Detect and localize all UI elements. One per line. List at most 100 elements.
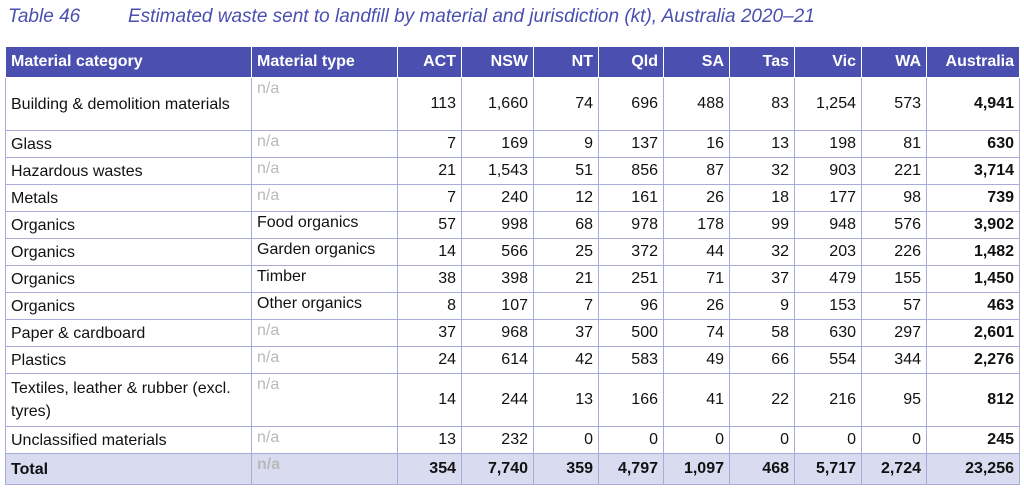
value-cell: 0 (663, 426, 730, 454)
value-cell: 1,097 (663, 453, 730, 485)
material-category-cell: Organics (5, 238, 252, 266)
value-cell: 169 (461, 130, 534, 158)
material-type-cell: n/a (251, 426, 398, 454)
value-cell: 32 (729, 238, 795, 266)
value-cell: 221 (861, 157, 927, 185)
value-cell: 500 (598, 319, 664, 347)
header-cell: SA (663, 46, 730, 78)
table-row: Textiles, leather & rubber (excl. tyres)… (5, 373, 1020, 427)
material-type-cell: n/a (251, 373, 398, 427)
value-cell: 26 (663, 184, 730, 212)
value-cell: 32 (729, 157, 795, 185)
material-category-cell: Glass (5, 130, 252, 158)
value-cell: 21 (533, 265, 599, 293)
value-cell: 998 (461, 211, 534, 239)
value-cell: 42 (533, 346, 599, 374)
value-cell: 696 (598, 77, 664, 131)
material-type-cell: Food organics (251, 211, 398, 239)
value-cell: 58 (729, 319, 795, 347)
value-cell: 297 (861, 319, 927, 347)
table-row: Organics Other organics 8 107 7 96 26 9 153 57 463 (5, 292, 1020, 320)
material-type-cell: n/a (251, 319, 398, 347)
table-body: Building & demolition materials n/a 113 1,6… (5, 77, 1020, 485)
value-cell: 98 (861, 184, 927, 212)
value-cell: 614 (461, 346, 534, 374)
header-cell: Australia (926, 46, 1020, 78)
value-cell: 113 (397, 77, 462, 131)
australia-total-cell: 739 (926, 184, 1020, 212)
value-cell: 948 (794, 211, 862, 239)
value-cell: 856 (598, 157, 664, 185)
value-cell: 14 (397, 238, 462, 266)
table-caption: Table 46 Estimated waste sent to landfill… (8, 6, 815, 34)
australia-total-cell: 23,256 (926, 453, 1020, 485)
value-cell: 4,797 (598, 453, 664, 485)
table-row: Glass n/a 7 169 9 137 16 13 198 81 630 (5, 130, 1020, 158)
value-cell: 0 (794, 426, 862, 454)
value-cell: 372 (598, 238, 664, 266)
value-cell: 251 (598, 265, 664, 293)
table-row: Metals n/a 7 240 12 161 26 18 177 98 739 (5, 184, 1020, 212)
value-cell: 37 (397, 319, 462, 347)
header-cell: ACT (397, 46, 462, 78)
value-cell: 7,740 (461, 453, 534, 485)
material-type-cell: n/a (251, 130, 398, 158)
value-cell: 240 (461, 184, 534, 212)
value-cell: 71 (663, 265, 730, 293)
value-cell: 99 (729, 211, 795, 239)
value-cell: 13 (533, 373, 599, 427)
value-cell: 137 (598, 130, 664, 158)
value-cell: 903 (794, 157, 862, 185)
value-cell: 468 (729, 453, 795, 485)
value-cell: 57 (397, 211, 462, 239)
value-cell: 81 (861, 130, 927, 158)
value-cell: 37 (533, 319, 599, 347)
value-cell: 24 (397, 346, 462, 374)
value-cell: 95 (861, 373, 927, 427)
value-cell: 359 (533, 453, 599, 485)
value-cell: 177 (794, 184, 862, 212)
table-row: Hazardous wastes n/a 21 1,543 51 856 87 32 903 22… (5, 157, 1020, 185)
material-category-cell: Plastics (5, 346, 252, 374)
value-cell: 166 (598, 373, 664, 427)
value-cell: 25 (533, 238, 599, 266)
value-cell: 354 (397, 453, 462, 485)
value-cell: 38 (397, 265, 462, 293)
value-cell: 0 (729, 426, 795, 454)
value-cell: 226 (861, 238, 927, 266)
value-cell: 21 (397, 157, 462, 185)
value-cell: 153 (794, 292, 862, 320)
material-category-cell: Organics (5, 211, 252, 239)
value-cell: 161 (598, 184, 664, 212)
value-cell: 1,254 (794, 77, 862, 131)
value-cell: 0 (598, 426, 664, 454)
value-cell: 9 (729, 292, 795, 320)
landfill-table: Material category Material type ACT NSW … (5, 46, 1020, 485)
australia-total-cell: 245 (926, 426, 1020, 454)
value-cell: 37 (729, 265, 795, 293)
value-cell: 978 (598, 211, 664, 239)
value-cell: 41 (663, 373, 730, 427)
value-cell: 479 (794, 265, 862, 293)
table-row: Unclassified materials n/a 13 232 0 0 0 0 0 0 245 (5, 426, 1020, 454)
material-type-cell: n/a (251, 453, 398, 485)
value-cell: 49 (663, 346, 730, 374)
value-cell: 8 (397, 292, 462, 320)
material-category-cell: Unclassified materials (5, 426, 252, 454)
header-row: Material category Material type ACT NSW … (5, 46, 1020, 78)
value-cell: 155 (861, 265, 927, 293)
australia-total-cell: 3,902 (926, 211, 1020, 239)
material-type-cell: n/a (251, 346, 398, 374)
material-category-cell: Metals (5, 184, 252, 212)
value-cell: 14 (397, 373, 462, 427)
value-cell: 244 (461, 373, 534, 427)
value-cell: 198 (794, 130, 862, 158)
value-cell: 1,660 (461, 77, 534, 131)
value-cell: 2,724 (861, 453, 927, 485)
value-cell: 566 (461, 238, 534, 266)
value-cell: 74 (533, 77, 599, 131)
value-cell: 51 (533, 157, 599, 185)
value-cell: 573 (861, 77, 927, 131)
value-cell: 13 (729, 130, 795, 158)
value-cell: 344 (861, 346, 927, 374)
